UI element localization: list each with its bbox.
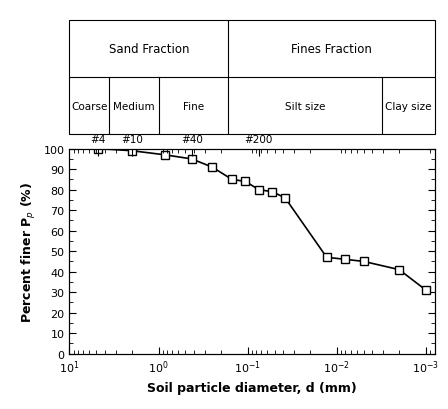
FancyBboxPatch shape bbox=[69, 20, 435, 135]
Text: Silt size: Silt size bbox=[285, 101, 325, 111]
Text: Fines Fraction: Fines Fraction bbox=[291, 43, 372, 56]
X-axis label: Soil particle diameter, d (mm): Soil particle diameter, d (mm) bbox=[147, 381, 357, 394]
Text: Fine: Fine bbox=[183, 101, 204, 111]
Text: Coarse: Coarse bbox=[71, 101, 108, 111]
Text: Medium: Medium bbox=[113, 101, 155, 111]
Text: Sand Fraction: Sand Fraction bbox=[108, 43, 189, 56]
Y-axis label: Percent finer P$_p$ (%): Percent finer P$_p$ (%) bbox=[20, 181, 38, 322]
Text: Clay size: Clay size bbox=[385, 101, 431, 111]
